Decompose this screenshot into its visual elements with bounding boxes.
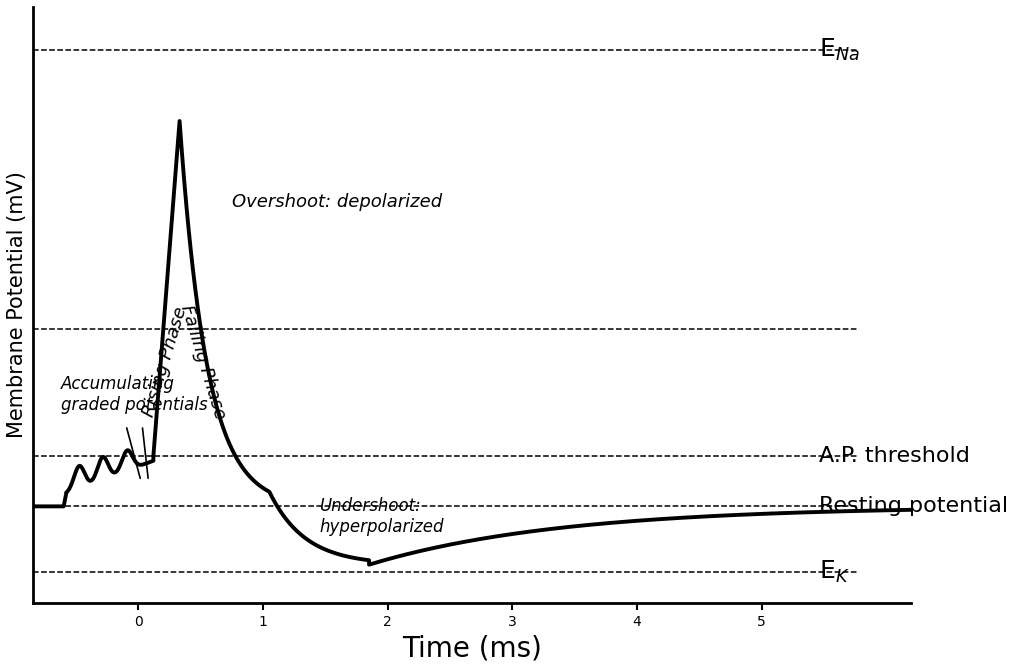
- X-axis label: Time (ms): Time (ms): [402, 634, 542, 662]
- Text: Resting potential: Resting potential: [819, 496, 1008, 516]
- Text: Overshoot: depolarized: Overshoot: depolarized: [231, 193, 442, 211]
- Text: E$_{Na}$: E$_{Na}$: [819, 37, 860, 63]
- Y-axis label: Membrane Potential (mV): Membrane Potential (mV): [7, 171, 27, 438]
- Text: Falling Phase: Falling Phase: [177, 302, 229, 421]
- Text: A.P. threshold: A.P. threshold: [819, 446, 970, 466]
- Text: Undershoot:
hyperpolarized: Undershoot: hyperpolarized: [319, 497, 443, 536]
- Text: Rising Phase: Rising Phase: [139, 304, 189, 419]
- Text: E$_{K}$: E$_{K}$: [819, 559, 850, 585]
- Text: Accumulating
graded potentials: Accumulating graded potentials: [61, 375, 208, 414]
